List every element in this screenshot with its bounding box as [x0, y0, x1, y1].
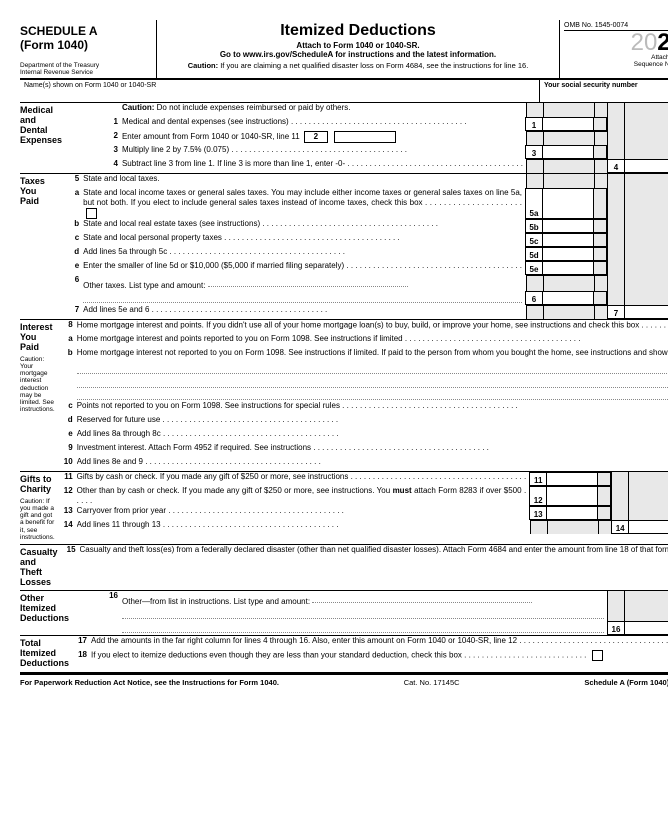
- line-5b-amount[interactable]: [542, 219, 593, 233]
- goto-note: Go to www.irs.gov/ScheduleA for instruct…: [161, 50, 555, 59]
- line-6-text: Other taxes. List type and amount:: [83, 281, 205, 290]
- form-label: (Form 1040): [20, 38, 150, 52]
- line-15-text: Casualty and theft loss(es) from a feder…: [80, 545, 668, 554]
- line-16-amount[interactable]: [624, 621, 668, 635]
- line-18-checkbox[interactable]: [592, 650, 603, 661]
- line-8a-text: Home mortgage interest and points report…: [77, 334, 403, 343]
- header-right: OMB No. 1545-0074 2023 Attachment Sequen…: [559, 20, 668, 78]
- line-6-input-2[interactable]: [83, 292, 522, 303]
- line-11-text: Gifts by cash or check. If you made any …: [77, 472, 349, 481]
- ssn-field[interactable]: Your social security number: [539, 80, 668, 102]
- taxes-label: Taxes You Paid: [20, 174, 65, 319]
- gifts-label: Gifts to CharityCaution: If you made a g…: [20, 472, 59, 544]
- line-17-text: Add the amounts in the far right column …: [91, 636, 517, 645]
- seq: Sequence No. 07: [564, 62, 668, 69]
- footer: For Paperwork Reduction Act Notice, see …: [20, 674, 668, 687]
- line-5b-text: State and local real estate taxes (see i…: [83, 219, 260, 228]
- attach-note: Attach to Form 1040 or 1040-SR.: [161, 41, 555, 50]
- line-8b-input-1[interactable]: [77, 363, 668, 374]
- line-16-input[interactable]: [312, 592, 532, 603]
- section-other: Other Itemized Deductions 16Other—from l…: [20, 591, 668, 636]
- line-6-amount[interactable]: [542, 291, 593, 305]
- line-12-amount[interactable]: [546, 486, 597, 506]
- other-label: Other Itemized Deductions: [20, 591, 104, 635]
- dept-label: Department of the Treasury Internal Reve…: [20, 62, 150, 76]
- section-medical: Medical and Dental Expenses Caution: Do …: [20, 103, 668, 174]
- line-7-text: Add lines 5e and 6: [83, 305, 149, 314]
- line-8b-input-3[interactable]: [77, 389, 668, 400]
- section-taxes: Taxes You Paid 5State and local taxes. a…: [20, 174, 668, 320]
- line-13-amount[interactable]: [546, 506, 597, 520]
- line-9-text: Investment interest. Attach Form 4952 if…: [77, 443, 311, 452]
- header-left: SCHEDULE A (Form 1040) Department of the…: [20, 20, 157, 78]
- line-14-amount[interactable]: [628, 520, 668, 534]
- footer-left: For Paperwork Reduction Act Notice, see …: [20, 678, 279, 687]
- header: SCHEDULE A (Form 1040) Department of the…: [20, 20, 668, 80]
- section-casualty: Casualty and Theft Losses 15Casualty and…: [20, 545, 668, 592]
- line-5a-amount[interactable]: [542, 188, 593, 219]
- name-row: Name(s) shown on Form 1040 or 1040-SR Yo…: [20, 80, 668, 103]
- line-2-text: Enter amount from Form 1040 or 1040-SR, …: [122, 132, 300, 141]
- line-16-input-2[interactable]: [122, 608, 604, 619]
- form-container: SCHEDULE A (Form 1040) Department of the…: [20, 20, 668, 687]
- line-8b-text: Home mortgage interest not reported to y…: [77, 348, 668, 357]
- line-18-text: If you elect to itemize deductions even …: [91, 650, 668, 664]
- line-14-text: Add lines 11 through 13: [77, 520, 161, 529]
- name-field[interactable]: Name(s) shown on Form 1040 or 1040-SR: [20, 80, 539, 102]
- line-5e-amount[interactable]: [542, 261, 593, 275]
- casualty-label: Casualty and Theft Losses: [20, 545, 62, 591]
- line-8d-text: Reserved for future use: [77, 415, 161, 424]
- schedule-label: SCHEDULE A: [20, 24, 150, 38]
- line-11-amount[interactable]: [546, 472, 597, 486]
- line-5e-text: Enter the smaller of line 5d or $10,000 …: [83, 261, 344, 270]
- header-mid: Itemized Deductions Attach to Form 1040 …: [157, 20, 559, 78]
- header-caution: Caution: Caution: If you are claiming a …: [161, 61, 555, 70]
- line-13-text: Carryover from prior year: [77, 506, 166, 515]
- line-5a-text: State and local income taxes or general …: [83, 188, 525, 219]
- line-5c-text: State and local personal property taxes: [83, 233, 222, 242]
- line-10-text: Add lines 8e and 9: [77, 457, 143, 466]
- title: Itemized Deductions: [161, 22, 555, 40]
- line-5d-amount[interactable]: [542, 247, 593, 261]
- line-16-text: Other—from list in instructions. List ty…: [122, 597, 310, 606]
- line-7-amount[interactable]: [624, 305, 668, 319]
- footer-mid: Cat. No. 17145C: [404, 678, 460, 687]
- line-8e-text: Add lines 8a through 8c: [77, 429, 161, 438]
- section-total: Total Itemized Deductions 17Add the amou…: [20, 636, 668, 674]
- line-12-text: Other than by cash or check. If you made…: [77, 486, 530, 506]
- line-5-text: State and local taxes.: [83, 174, 526, 188]
- footer-right: Schedule A (Form 1040) 2023: [584, 678, 668, 687]
- total-label: Total Itemized Deductions: [20, 636, 73, 672]
- line-1-text: Medical and dental expenses (see instruc…: [122, 117, 289, 126]
- line-2-inline-amount[interactable]: [334, 131, 396, 143]
- line-16-input-3[interactable]: [122, 622, 604, 633]
- line-4-text: Subtract line 3 from line 1. If line 3 i…: [122, 159, 345, 168]
- line-4-amount[interactable]: [624, 159, 668, 173]
- line-3-amount[interactable]: [542, 145, 593, 159]
- line-5a-checkbox[interactable]: [86, 208, 97, 219]
- section-gifts: Gifts to CharityCaution: If you made a g…: [20, 472, 668, 545]
- line-6-input[interactable]: [208, 276, 408, 287]
- line-8b-input-2[interactable]: [77, 377, 668, 388]
- line-1-amount[interactable]: [542, 117, 593, 131]
- line-8-text: Home mortgage interest and points. If yo…: [77, 320, 668, 334]
- line-5c-amount[interactable]: [542, 233, 593, 247]
- interest-label: Interest You PaidCaution: Your mortgage …: [20, 320, 59, 471]
- line-2-inline-num: 2: [304, 131, 328, 143]
- line-8c-text: Points not reported to you on Form 1098.…: [77, 401, 340, 410]
- medical-label: Medical and Dental Expenses: [20, 103, 104, 173]
- year: 2023: [564, 31, 668, 55]
- section-interest: Interest You PaidCaution: Your mortgage …: [20, 320, 668, 472]
- line-5d-text: Add lines 5a through 5c: [83, 247, 167, 256]
- line-3-text: Multiply line 2 by 7.5% (0.075): [122, 145, 229, 154]
